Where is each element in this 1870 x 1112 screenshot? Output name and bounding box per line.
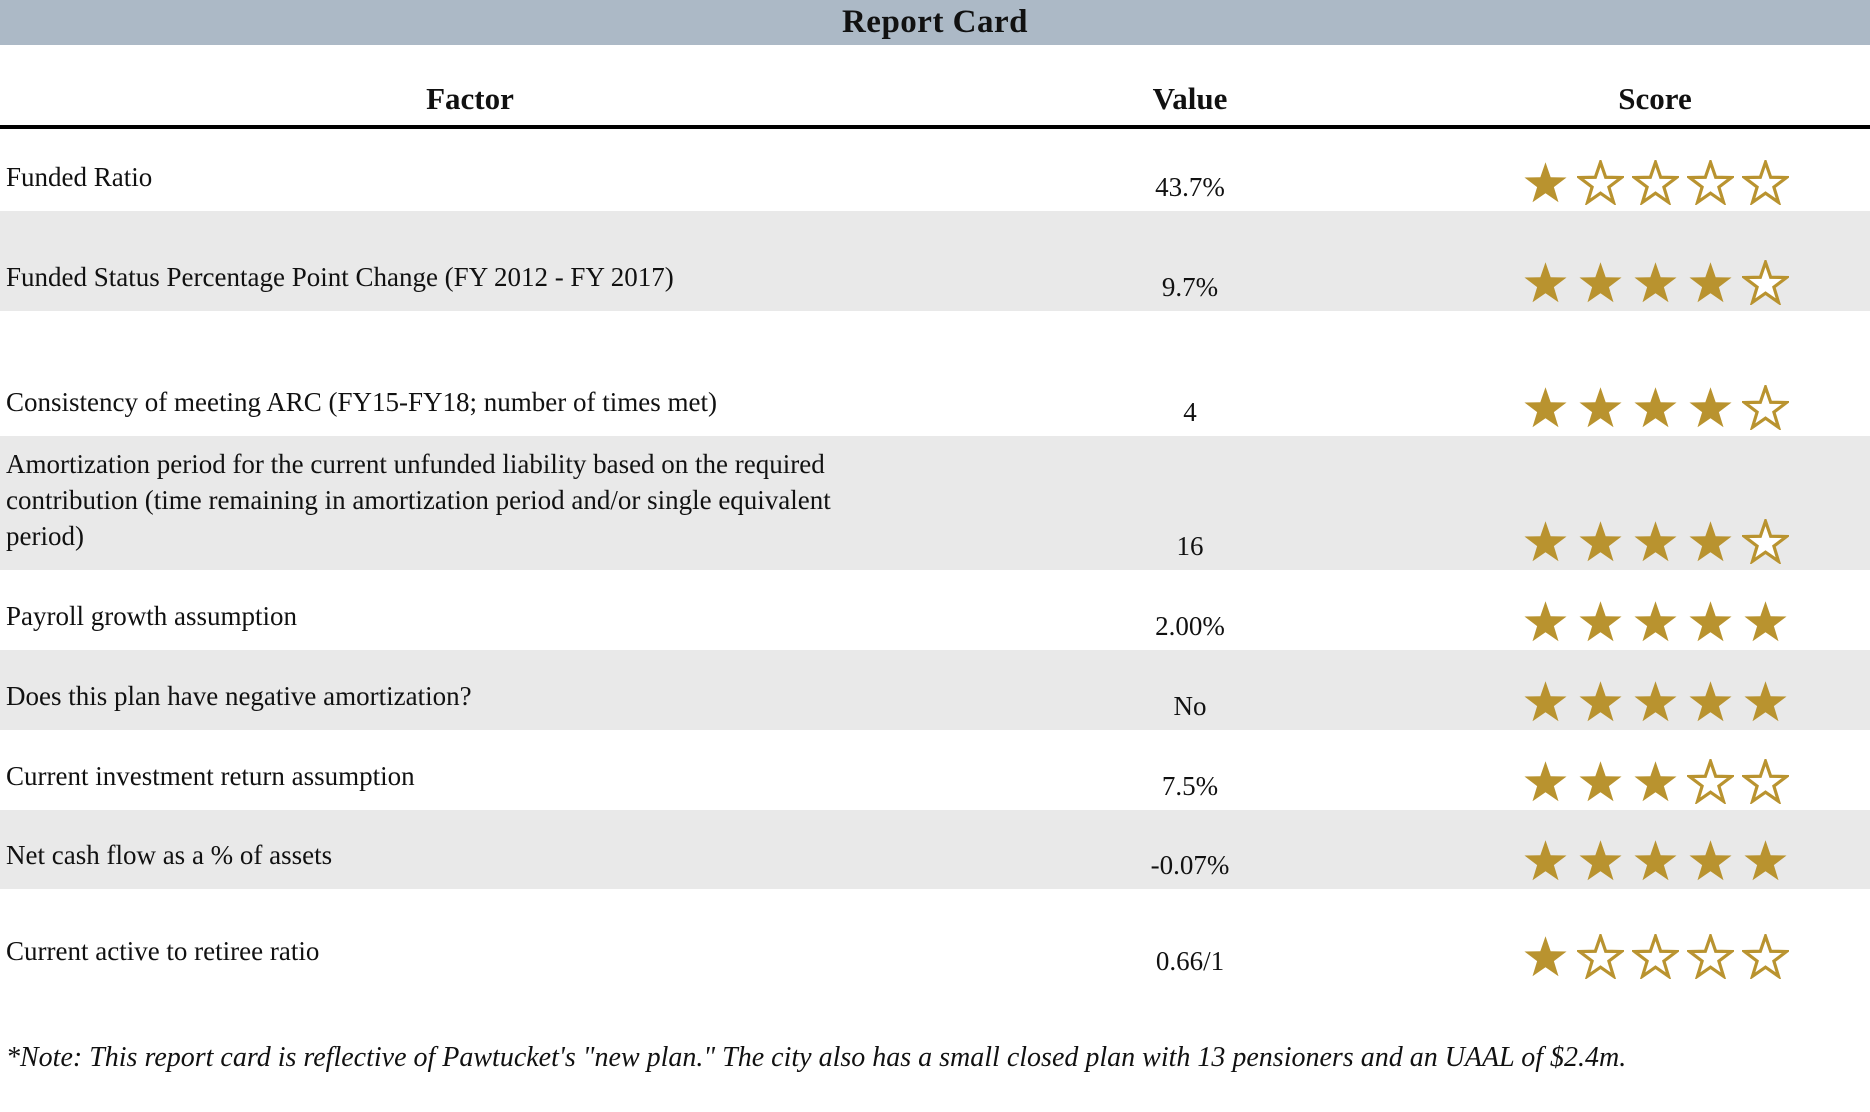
star-filled-icon — [1688, 681, 1732, 722]
table-row: Amortization period for the current unfu… — [0, 436, 1870, 570]
star-filled-icon — [1523, 262, 1567, 303]
star-filled-icon — [1633, 262, 1677, 303]
star-empty-icon — [1686, 759, 1734, 804]
star-filled-icon — [1743, 840, 1787, 881]
star-empty-icon — [1741, 759, 1789, 804]
star-filled-icon — [1578, 521, 1622, 562]
star-filled-icon — [1578, 840, 1622, 881]
star-filled-icon — [1688, 521, 1732, 562]
star-filled-icon — [1743, 601, 1787, 642]
star-filled-icon — [1633, 387, 1677, 428]
score-star-rating — [1440, 436, 1870, 570]
star-filled-icon — [1578, 387, 1622, 428]
star-empty-icon — [1686, 160, 1734, 205]
column-header-score: Score — [1618, 81, 1692, 116]
footnote: *Note: This report card is reflective of… — [6, 1042, 1627, 1073]
star-empty-icon — [1631, 160, 1679, 205]
factor-cell: Funded Status Percentage Point Change (F… — [6, 262, 674, 293]
star-empty-icon — [1576, 934, 1624, 979]
star-filled-icon — [1523, 601, 1567, 642]
score-star-rating — [1440, 211, 1870, 311]
value-cell: 16 — [1176, 531, 1204, 561]
factor-cell: Net cash flow as a % of assets — [6, 840, 333, 871]
star-filled-icon — [1688, 601, 1732, 642]
title-bar: Report Card — [0, 0, 1870, 45]
page-title: Report Card — [841, 4, 1029, 40]
factor-cell: Does this plan have negative amortizatio… — [6, 681, 472, 712]
table-row: Net cash flow as a % of assets -0.07% — [0, 810, 1870, 889]
factor-cell: Consistency of meeting ARC (FY15-FY18; n… — [6, 387, 717, 418]
value-cell: No — [1173, 691, 1207, 721]
table-header-row: Factor Value Score — [0, 45, 1870, 129]
value-cell: 43.7% — [1155, 172, 1225, 202]
table-row: Payroll growth assumption 2.00% — [0, 570, 1870, 650]
star-empty-icon — [1741, 260, 1789, 305]
value-cell: 4 — [1183, 397, 1197, 427]
value-cell: -0.07% — [1150, 850, 1230, 880]
star-empty-icon — [1576, 160, 1624, 205]
value-cell: 7.5% — [1161, 771, 1219, 801]
star-filled-icon — [1523, 840, 1567, 881]
star-filled-icon — [1523, 936, 1567, 977]
table-body: Funded Ratio 43.7% Funded Status Percentag… — [0, 129, 1870, 985]
factor-cell: Current active to retiree ratio — [6, 936, 320, 967]
value-cell: 9.7% — [1161, 272, 1219, 302]
star-filled-icon — [1578, 601, 1622, 642]
star-filled-icon — [1633, 681, 1677, 722]
column-header-value: Value — [1152, 81, 1228, 116]
table-row: Consistency of meeting ARC (FY15-FY18; n… — [0, 311, 1870, 436]
table-row: Does this plan have negative amortizatio… — [0, 650, 1870, 730]
column-header-factor: Factor — [426, 81, 514, 116]
score-star-rating — [1440, 650, 1870, 730]
star-filled-icon — [1578, 761, 1622, 802]
star-filled-icon — [1523, 521, 1567, 562]
star-filled-icon — [1688, 840, 1732, 881]
star-empty-icon — [1741, 385, 1789, 430]
star-filled-icon — [1523, 387, 1567, 428]
factor-cell: Payroll growth assumption — [6, 601, 297, 632]
star-empty-icon — [1741, 934, 1789, 979]
star-filled-icon — [1578, 681, 1622, 722]
star-empty-icon — [1631, 934, 1679, 979]
factor-cell: Current investment return assumption — [6, 761, 415, 792]
star-empty-icon — [1741, 519, 1789, 564]
value-cell: 2.00% — [1155, 611, 1225, 641]
value-cell: 0.66/1 — [1155, 946, 1225, 976]
table-row: Current active to retiree ratio 0.66/1 — [0, 889, 1870, 985]
factor-cell: Funded Ratio — [6, 162, 153, 193]
score-star-rating — [1440, 730, 1870, 810]
factor-cell: Amortization period for the current unfu… — [6, 449, 831, 552]
score-star-rating — [1440, 889, 1870, 985]
star-filled-icon — [1578, 262, 1622, 303]
star-filled-icon — [1688, 262, 1732, 303]
star-filled-icon — [1523, 681, 1567, 722]
score-star-rating — [1440, 810, 1870, 889]
star-empty-icon — [1741, 160, 1789, 205]
star-filled-icon — [1633, 840, 1677, 881]
table-row: Funded Ratio 43.7% — [0, 129, 1870, 211]
table-row: Current investment return assumption 7.5% — [0, 730, 1870, 810]
score-star-rating — [1440, 311, 1870, 436]
score-star-rating — [1440, 570, 1870, 650]
score-star-rating — [1440, 129, 1870, 211]
star-filled-icon — [1633, 601, 1677, 642]
table-row: Funded Status Percentage Point Change (F… — [0, 211, 1870, 311]
star-empty-icon — [1686, 934, 1734, 979]
star-filled-icon — [1523, 162, 1567, 203]
star-filled-icon — [1523, 761, 1567, 802]
star-filled-icon — [1633, 761, 1677, 802]
star-filled-icon — [1633, 521, 1677, 562]
star-filled-icon — [1743, 681, 1787, 722]
star-filled-icon — [1688, 387, 1732, 428]
